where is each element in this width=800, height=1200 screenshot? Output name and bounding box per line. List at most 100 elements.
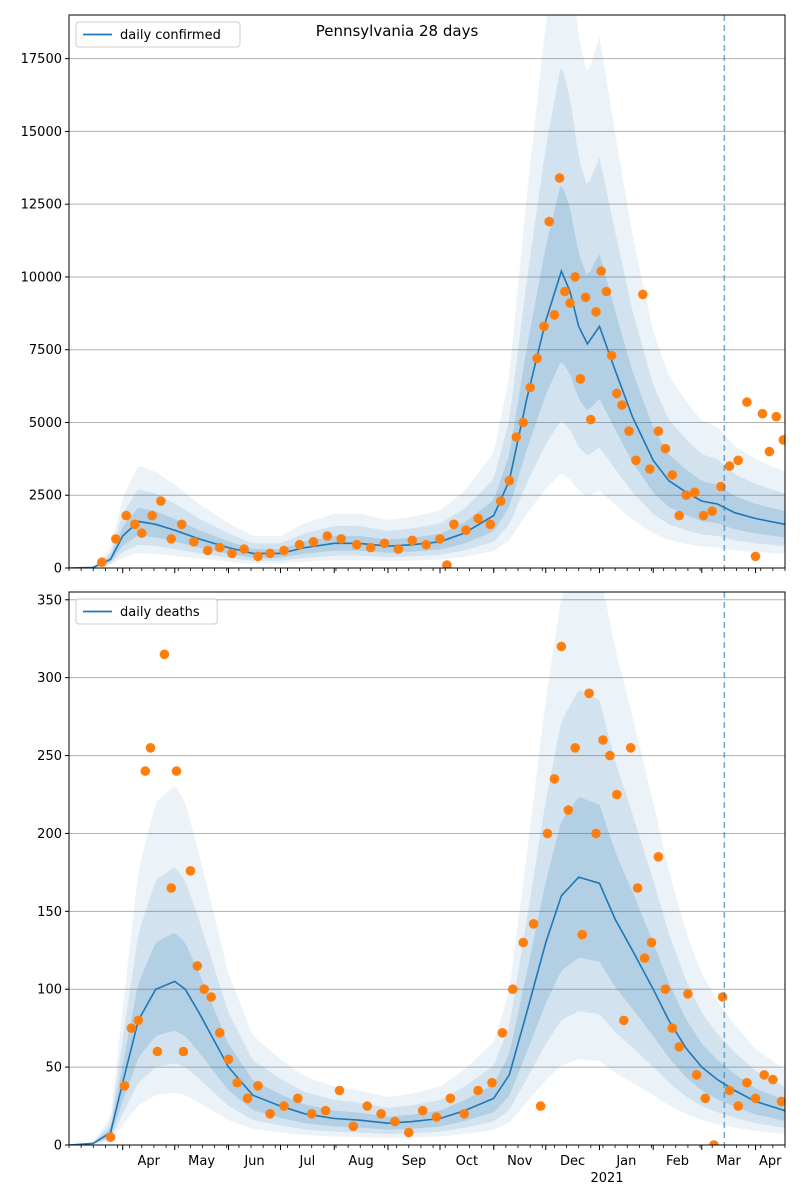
- data-point: [605, 750, 615, 761]
- data-point: [504, 475, 515, 486]
- data-point: [638, 289, 648, 300]
- data-point: [667, 470, 678, 480]
- data-point: [232, 1077, 242, 1088]
- data-point: [459, 1109, 470, 1119]
- data-point: [570, 272, 580, 282]
- data-point: [215, 1028, 225, 1038]
- data-point: [563, 805, 574, 815]
- deaths-panel: 0 50 100 150 200 250 300 350 Apr May Jun Jul Aug Sep O…: [37, 591, 786, 1169]
- data-point: [407, 535, 418, 546]
- data-point: [178, 1046, 189, 1057]
- data-point: [376, 1109, 386, 1119]
- data-point: [549, 774, 560, 784]
- data-point: [653, 426, 664, 437]
- data-point: [495, 496, 506, 506]
- axes-frame: [68, 591, 786, 1146]
- data-point: [253, 1081, 263, 1091]
- data-point: [485, 519, 496, 530]
- data-point: [121, 510, 131, 521]
- data-point: [442, 560, 452, 568]
- legend-box: [75, 21, 241, 48]
- data-point: [591, 307, 601, 317]
- uncertainty-band: [69, 797, 785, 1145]
- data-point: [308, 537, 319, 547]
- data-point: [126, 1023, 137, 1033]
- x-tick-label: Dec: [560, 1154, 585, 1169]
- data-point: [147, 510, 157, 521]
- data-point: [624, 426, 634, 437]
- data-point: [709, 1140, 719, 1145]
- data-point: [242, 1093, 253, 1104]
- data-point: [717, 992, 728, 1002]
- y-tick-label: 10000: [21, 270, 62, 285]
- y-tick-label: 7500: [29, 343, 62, 358]
- data-point: [140, 766, 151, 776]
- data-point: [348, 1121, 359, 1132]
- y-tick-label: 250: [37, 749, 62, 764]
- data-point: [535, 1101, 546, 1111]
- data-point: [532, 353, 542, 364]
- data-point: [525, 382, 535, 393]
- data-point: [334, 1085, 345, 1096]
- data-point: [431, 1112, 442, 1122]
- data-point: [556, 641, 567, 652]
- data-point: [580, 292, 591, 303]
- data-point: [596, 266, 606, 276]
- data-point: [223, 1054, 234, 1065]
- x-tick-label: Jul: [299, 1154, 316, 1169]
- data-point: [631, 455, 641, 466]
- data-point: [591, 828, 601, 839]
- data-point: [575, 374, 586, 384]
- y-tick-label: 150: [37, 905, 62, 920]
- data-point: [192, 961, 203, 971]
- data-point: [473, 513, 483, 524]
- data-point: [393, 544, 404, 554]
- data-point: [171, 766, 182, 776]
- data-point: [724, 461, 735, 471]
- data-point: [189, 537, 199, 547]
- data-point: [166, 534, 177, 544]
- x-tick-label: Aug: [348, 1154, 373, 1169]
- legend-label: daily deaths: [120, 605, 200, 620]
- data-point: [156, 496, 166, 506]
- legend: daily deaths: [75, 598, 218, 625]
- data-point: [707, 506, 717, 516]
- data-point: [404, 1127, 414, 1138]
- confirmed-panel: 0 2500 5000 7500 10000 12500 15000 17500 daily c…: [21, 14, 786, 577]
- data-point: [518, 417, 528, 428]
- data-point: [518, 937, 528, 948]
- data-point: [683, 989, 693, 999]
- data-point: [776, 1096, 785, 1107]
- x-tick-label: Nov: [507, 1154, 533, 1169]
- x-tick-label: Apr: [137, 1154, 160, 1169]
- data-point: [771, 411, 782, 422]
- data-point: [159, 649, 170, 660]
- data-point: [617, 400, 627, 410]
- legend-box: [75, 598, 218, 625]
- x-tick-label: Apr: [759, 1154, 782, 1169]
- data-point: [239, 544, 249, 554]
- data-point: [279, 1101, 289, 1111]
- data-point: [660, 984, 671, 994]
- data-point: [508, 984, 518, 994]
- data-point: [528, 919, 539, 929]
- axes-frame: [68, 14, 786, 569]
- data-point: [449, 519, 459, 530]
- data-point: [185, 866, 196, 876]
- data-point: [674, 1042, 684, 1052]
- data-point: [152, 1046, 163, 1057]
- data-point: [570, 743, 580, 753]
- y-tick-label: 2500: [29, 489, 62, 504]
- y-tick-label: 12500: [21, 198, 62, 213]
- data-point: [639, 953, 650, 963]
- data-point: [435, 534, 445, 544]
- data-point: [206, 992, 216, 1002]
- data-point: [674, 510, 684, 521]
- y-tick-label: 5000: [29, 416, 62, 431]
- data-point: [487, 1077, 497, 1088]
- data-point: [759, 1070, 769, 1080]
- uncertainty-bands: [69, 592, 785, 1145]
- data-point: [105, 1132, 116, 1142]
- x-tick-label: Mar: [716, 1154, 741, 1169]
- data-point: [584, 688, 594, 699]
